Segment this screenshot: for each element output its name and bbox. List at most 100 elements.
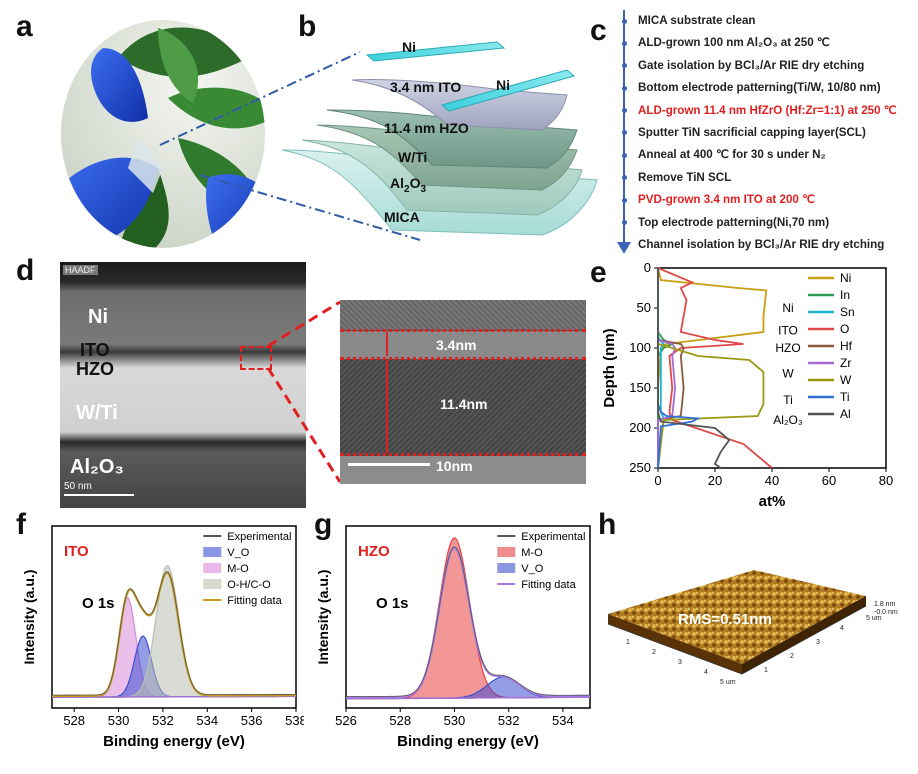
series-line-o — [657, 267, 773, 469]
step-text: Top electrode patterning(Ni,70 nm) — [638, 215, 830, 229]
step-bullet — [622, 197, 627, 203]
hzo-thickness-label: 11.4nm — [440, 396, 488, 412]
layer-label-al2o3: Al2O3 — [390, 175, 426, 195]
x-tick-label: 530 — [444, 713, 466, 728]
stem-label-ito: ITO — [80, 340, 110, 360]
stem-scalebar-label: 50 nm — [64, 481, 92, 492]
x-tick-label: 530 — [108, 713, 130, 728]
process-step: Channel isolation by BCl₃/Ar RIE dry etc… — [622, 234, 918, 256]
afm-y-tick-1: 1 — [764, 667, 768, 674]
legend-label: Fitting data — [521, 579, 576, 591]
hzo-thickness-arrow — [386, 360, 388, 453]
step-bullet — [622, 85, 627, 91]
hzo-bottom-line — [340, 453, 586, 456]
step-text: Gate isolation by BCl₃/Ar RIE dry etchin… — [638, 58, 865, 72]
xps-hzo-chart: 526 528 530 532 534 Binding energy (eV) Intens… — [315, 525, 591, 750]
x-tick-label: 20 — [708, 473, 722, 488]
x-tick-label: 80 — [879, 473, 893, 488]
plot-frame — [51, 525, 297, 709]
step-text: ALD-grown 100 nm Al₂O₃ at 250 ℃ — [638, 36, 830, 50]
step-text: Remove TiN SCL — [638, 170, 732, 184]
legend-label: In — [840, 288, 850, 302]
step-bullet — [622, 18, 627, 24]
peak-mo — [345, 537, 591, 700]
panel-letter-d: d — [16, 254, 35, 287]
legend-swatch — [203, 563, 222, 573]
x-tick-label: 528 — [389, 713, 411, 728]
legend-label: Ni — [840, 271, 851, 285]
ito-thickness-arrow — [386, 332, 388, 356]
process-step: Top electrode patterning(Ni,70 nm) — [622, 212, 918, 234]
y-axis-label: Intensity (a.u.) — [315, 570, 331, 665]
layer-label-ni-right: Ni — [496, 77, 510, 93]
step-text: ALD-grown 11.4 nm HfZrO (Hf:Zr=1:1) at 2… — [638, 103, 897, 117]
y-tick-label: 100 — [629, 340, 651, 355]
panel-letter-a: a — [16, 10, 33, 43]
legend-swatch — [203, 547, 222, 557]
afm-z-bottom: -0.0 nm — [874, 609, 898, 616]
legend-label: Fitting data — [227, 595, 282, 607]
afm-y-tick-5: 5 um — [866, 615, 882, 622]
y-tick-label: 200 — [629, 420, 651, 435]
baseline-line — [51, 695, 297, 698]
chart-title: HZO — [358, 543, 390, 560]
afm-x-tick-1: 1 — [626, 639, 630, 646]
stem-label-ni: Ni — [88, 306, 108, 328]
hrtem-ni-region — [340, 300, 586, 330]
xps-ito-chart: 528 530 532 534 536 538 Binding energy (eV) Int… — [21, 525, 304, 750]
hrtem-ito-region — [340, 331, 586, 359]
ito-hzo-line — [340, 357, 586, 360]
y-tick-label: 50 — [637, 300, 651, 315]
panel-letter-c: c — [590, 14, 607, 47]
process-step: Gate isolation by BCl₃/Ar RIE dry etchin… — [622, 55, 918, 77]
legend-label: M-O — [521, 547, 543, 559]
timeline-arrow-icon — [617, 242, 631, 254]
x-tick-label: 536 — [241, 713, 263, 728]
legend-label: Experimental — [521, 531, 585, 543]
layer-label-hzo: 11.4 nm HZO — [384, 120, 469, 136]
depth-profile-chart: 0 20 40 60 80 0 50 100 150 200 250 at% Depth (nm) Ni I… — [601, 260, 893, 510]
step-bullet — [622, 40, 627, 46]
hrtem-scalebar-label: 10nm — [436, 458, 473, 474]
stem-label-al2o3: Al₂O₃ — [70, 456, 124, 478]
zoom-region-box — [240, 346, 272, 370]
legend-swatch — [497, 547, 516, 557]
ito-top-line — [340, 329, 586, 332]
layer-stack-schematic: Ni 3.4 nm ITO Ni 11.4 nm HZO W/Ti Al2O3 … — [281, 39, 598, 236]
step-bullet — [622, 152, 627, 158]
step-bullet — [622, 175, 627, 181]
legend-label: Al — [840, 407, 851, 421]
afm-rms-label: RMS=0.51nm — [678, 611, 772, 628]
y-tick-label: 0 — [644, 260, 651, 275]
legend-swatch — [497, 563, 516, 573]
process-step: Bottom electrode patterning(Ti/W, 10/80 … — [622, 77, 918, 99]
legend-label: V_O — [227, 547, 249, 559]
x-tick-label: 60 — [822, 473, 836, 488]
process-steps-list: MICA substrate clean ALD-grown 100 nm Al₂… — [622, 10, 918, 256]
panel-letter-f: f — [16, 508, 26, 541]
chart-title: ITO — [64, 543, 89, 560]
series-line-zr — [657, 268, 677, 468]
experimental-line — [345, 546, 591, 698]
afm-y-tick-3: 3 — [816, 639, 820, 646]
detector-label: HAADF — [63, 265, 98, 275]
x-tick-label: 528 — [63, 713, 85, 728]
legend-label: M-O — [227, 563, 249, 575]
step-bullet — [622, 63, 627, 69]
depth-layer-label: Ti — [783, 393, 793, 407]
step-bullet — [622, 242, 627, 248]
series-line-ti — [657, 268, 701, 469]
x-tick-label: 534 — [552, 713, 574, 728]
stem-image: HAADF Ni ITO HZO W/Ti Al₂O₃ 50 nm — [60, 262, 306, 508]
step-text: Sputter TiN sacrificial capping layer(SC… — [638, 125, 866, 139]
afm-x-tick-5: 5 um — [720, 679, 736, 686]
step-text: Anneal at 400 ℃ for 30 s under N₂ — [638, 148, 826, 162]
y-tick-label: 150 — [629, 380, 651, 395]
stem-label-wti: W/Ti — [76, 402, 118, 424]
panel-letter-b: b — [298, 10, 317, 43]
stem-scalebar — [64, 494, 134, 496]
process-step: PVD-grown 3.4 nm ITO at 200 ℃ — [622, 189, 918, 211]
plot-frame — [657, 267, 887, 469]
x-axis-label: Binding energy (eV) — [397, 733, 539, 750]
